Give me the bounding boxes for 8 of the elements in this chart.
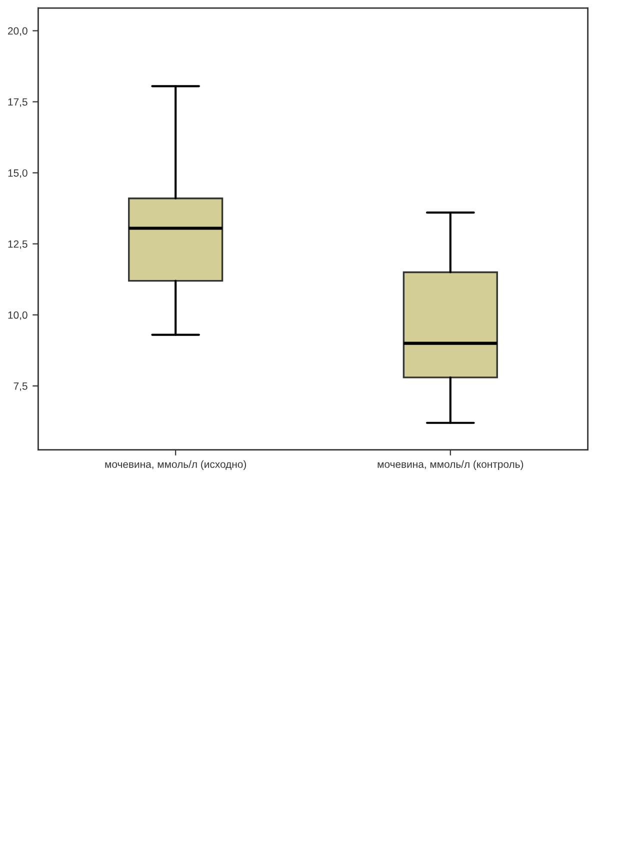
y-tick-label: 12,5 [8, 240, 28, 249]
y-tick-label: 20,0 [8, 27, 28, 36]
y-tick-label: 7,5 [14, 382, 28, 392]
y-tick-label: 15,0 [8, 169, 28, 178]
x-tick-label: мочевина, ммоль/л (контроль) [378, 460, 524, 470]
y-tick-label: 17,5 [8, 98, 28, 107]
x-tick-label: мочевина, ммоль/л (исходно) [105, 460, 246, 470]
y-tick-label: 10,0 [8, 311, 28, 320]
